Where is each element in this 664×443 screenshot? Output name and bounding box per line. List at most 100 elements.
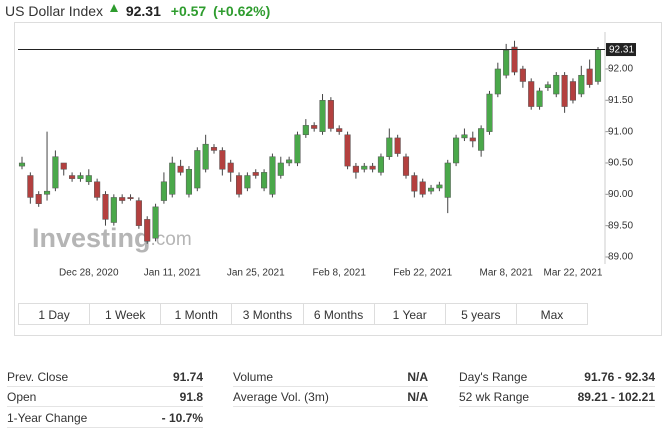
range-button[interactable]: 5 years — [444, 303, 517, 325]
candle-body — [160, 181, 167, 201]
candle-body — [219, 150, 226, 170]
watermark: Investing.com — [32, 223, 192, 253]
candle-body — [169, 162, 176, 195]
candle-body — [286, 159, 293, 164]
candle-body — [177, 165, 184, 173]
x-tick-label: Mar 8, 2021 — [479, 268, 533, 279]
candle-body — [411, 175, 418, 192]
candle-body — [544, 84, 551, 89]
candle-body — [269, 156, 276, 195]
candle-body — [394, 137, 401, 154]
candle-body — [486, 93, 493, 132]
range-button[interactable]: Max — [515, 303, 588, 325]
candle-body — [227, 162, 234, 173]
candle-body — [427, 187, 435, 192]
range-button[interactable]: 3 Months — [231, 303, 304, 325]
candle-body — [569, 81, 577, 101]
candle-body — [352, 165, 359, 173]
candle-body — [43, 190, 51, 195]
candle-body — [94, 181, 101, 198]
header: US Dollar Index 92.31 +0.57 (+0.62%) — [5, 3, 270, 19]
range-button[interactable]: 1 Day — [18, 303, 91, 325]
candle-body — [85, 175, 92, 183]
chart-frame — [14, 22, 662, 336]
y-tick-label: 91.00 — [608, 126, 633, 137]
candle-body — [578, 74, 585, 95]
candle-body — [553, 74, 560, 95]
range-button[interactable]: 1 Week — [89, 303, 162, 325]
candle-body — [419, 181, 426, 195]
candle-body — [152, 206, 159, 239]
x-tick-label: Feb 22, 2021 — [393, 268, 452, 279]
y-tick-label: 90.50 — [608, 158, 633, 169]
stat-value: 91.8 — [7, 388, 203, 407]
candle-body — [202, 143, 209, 170]
candle-body — [235, 175, 243, 195]
candle-body — [35, 194, 42, 204]
candle-body — [503, 49, 510, 76]
watermark-main: Investing — [32, 223, 151, 253]
candle-body — [494, 68, 501, 95]
candle-body — [18, 162, 26, 167]
last-price-box — [606, 43, 636, 57]
candle-body — [261, 172, 268, 189]
candle-body — [277, 162, 284, 176]
candle-body — [77, 175, 84, 179]
candle-body — [110, 197, 117, 223]
candle-body — [27, 175, 34, 198]
chart: Investing.com 89.00 89.50 90.00 90.50 91.00 91… — [18, 32, 636, 279]
x-tick-label: Jan 11, 2021 — [144, 268, 202, 279]
range-button[interactable]: 6 Months — [302, 303, 375, 325]
y-tick-label: 90.00 — [608, 189, 633, 200]
candle-body — [210, 147, 218, 151]
candle-body — [519, 68, 526, 82]
candle-body — [453, 137, 460, 164]
candle-body — [511, 46, 518, 73]
candle-body — [294, 134, 301, 164]
candle-body — [377, 156, 385, 173]
instrument-title: US Dollar Index — [5, 3, 104, 19]
stat-value: 91.76 - 92.34 — [459, 368, 655, 387]
candle-body — [244, 175, 251, 189]
candle-body — [252, 172, 259, 176]
y-tick-label: 89.00 — [608, 252, 633, 263]
x-tick-label: Mar 22, 2021 — [543, 268, 602, 279]
stat-value: N/A — [233, 368, 428, 387]
stat-value: N/A — [233, 388, 428, 407]
y-tick-label: 91.50 — [608, 95, 633, 106]
candle-body — [327, 100, 334, 129]
change: +0.57 — [170, 3, 207, 19]
candle-body — [469, 137, 476, 142]
candle-body — [361, 165, 368, 170]
candle-body — [127, 197, 134, 199]
stat-value: 91.74 — [7, 368, 203, 387]
last-price-label: 92.31 — [609, 45, 634, 56]
price: 92.31 — [125, 3, 161, 19]
candle-body — [135, 200, 142, 226]
candle-body — [478, 128, 485, 151]
range-button[interactable]: 1 Month — [160, 303, 233, 325]
candle-body — [528, 81, 535, 107]
candle-body — [444, 162, 451, 198]
candle-body — [402, 156, 410, 176]
candle-body — [319, 100, 326, 132]
change-percent: (+0.62%) — [213, 3, 271, 19]
y-tick-label: 92.00 — [608, 64, 633, 75]
range-button[interactable]: 1 Year — [373, 303, 446, 325]
candle-body — [344, 134, 351, 167]
candle-body — [561, 74, 568, 107]
candle-body — [60, 162, 67, 170]
candle-body — [185, 168, 193, 195]
candle-body — [594, 49, 602, 82]
stat-value: 89.21 - 102.21 — [459, 388, 655, 407]
candle-body — [119, 197, 126, 201]
candle-body — [461, 134, 468, 139]
candle-body — [69, 175, 76, 179]
stat-value: - 10.7% — [7, 409, 203, 428]
y-tick-label: 89.50 — [608, 220, 633, 231]
watermark-suffix: .com — [151, 229, 192, 250]
candle-body — [586, 68, 593, 85]
candle-body — [336, 128, 343, 132]
candle-body — [102, 194, 109, 220]
up-arrow — [109, 4, 118, 12]
